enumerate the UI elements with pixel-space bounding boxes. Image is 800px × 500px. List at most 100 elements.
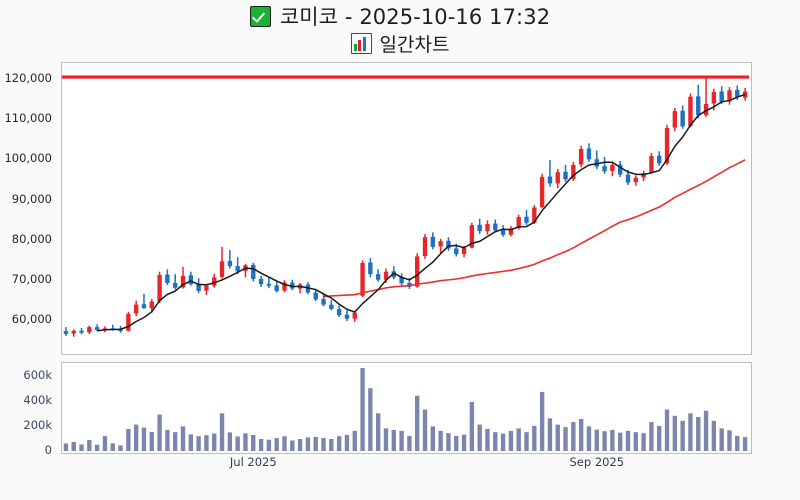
candle-body	[610, 164, 615, 171]
volume-bar	[391, 429, 396, 451]
volume-bar	[477, 424, 482, 451]
candle-body	[204, 285, 209, 291]
x-axis-tick: Sep 2025	[569, 455, 625, 469]
candle-body	[703, 103, 709, 116]
volume-bar	[485, 428, 490, 451]
volume-bar	[563, 427, 568, 451]
volume-bar	[415, 395, 420, 451]
volume-bar	[196, 436, 201, 451]
volume-bar	[703, 410, 709, 451]
chart-subtitle: 일간차트	[379, 33, 450, 56]
ma-long-line	[323, 159, 746, 298]
candle-body	[227, 260, 233, 267]
candle-body	[625, 174, 631, 183]
candle-body	[657, 155, 662, 164]
candle-body	[368, 262, 373, 275]
candle-body	[430, 236, 436, 247]
price-axis-tick: 60,000	[11, 311, 52, 326]
candle-body	[594, 159, 599, 167]
volume-bar	[688, 413, 693, 451]
volume-bar	[461, 434, 467, 451]
volume-bar	[508, 430, 514, 451]
volume-bar	[446, 433, 451, 451]
candle-body	[649, 156, 654, 173]
candle-body	[344, 314, 350, 319]
candle-body	[438, 241, 443, 247]
candle-body	[188, 275, 193, 285]
volume-bar	[313, 436, 318, 451]
volume-bar	[204, 435, 209, 451]
volume-bar	[602, 431, 607, 451]
volume-bar	[649, 422, 654, 451]
candle-body	[727, 90, 732, 102]
volume-bar	[118, 445, 123, 451]
volume-bar	[282, 436, 287, 451]
subtitle-row: 일간차트	[0, 31, 800, 56]
volume-bar	[180, 426, 186, 451]
candle-body	[571, 164, 576, 179]
candle-body	[79, 330, 84, 333]
candle-body	[274, 285, 279, 291]
volume-bar	[454, 435, 459, 451]
candle-body	[555, 172, 560, 184]
candle-body	[352, 312, 357, 319]
volume-bar	[251, 435, 256, 451]
candle-body	[313, 292, 318, 300]
candle-body	[266, 283, 272, 286]
volume-bar	[657, 425, 662, 451]
volume-bar	[696, 417, 701, 451]
volume-bar	[344, 434, 350, 451]
volume-bar	[329, 439, 334, 451]
volume-bar	[360, 368, 365, 451]
volume-bar	[133, 424, 139, 451]
ma-short-line	[97, 93, 746, 332]
candle-body	[469, 225, 475, 248]
candle-body	[173, 282, 178, 288]
candle-body	[94, 327, 100, 330]
volume-bar	[227, 432, 233, 451]
volume-axis-tick: 200k	[23, 417, 52, 432]
volume-bar	[618, 432, 623, 451]
candle-body	[71, 330, 76, 334]
candle-body	[258, 278, 264, 285]
candle-body	[586, 148, 592, 160]
volume-bar	[571, 422, 576, 451]
volume-bar	[407, 435, 412, 451]
volume-bar	[524, 432, 529, 451]
volume-bar	[63, 443, 69, 451]
volume-bar	[610, 429, 615, 451]
candle-body	[360, 262, 365, 296]
volume-bar	[219, 413, 225, 451]
candle-body	[329, 304, 334, 310]
volume-bar	[375, 413, 381, 451]
volume-bar	[336, 436, 342, 451]
volume-bar	[539, 391, 545, 451]
candle-body	[477, 224, 482, 232]
volume-bar	[87, 439, 92, 451]
volume-bar	[212, 433, 217, 451]
volume-bar	[430, 426, 436, 451]
volume-bar	[149, 431, 154, 451]
candle-body	[282, 282, 287, 291]
volume-bar	[258, 438, 264, 451]
volume-bar	[297, 438, 303, 451]
volume-bar	[516, 428, 521, 451]
candle-body	[532, 207, 537, 223]
x-axis-tick: Jul 2025	[229, 455, 277, 469]
candle-body	[165, 274, 170, 283]
volume-bar	[735, 435, 740, 451]
volume-chart-panel[interactable]	[61, 362, 752, 454]
green-check-icon	[249, 5, 271, 27]
candle-body	[87, 327, 92, 333]
volume-bar	[532, 425, 537, 451]
volume-bar	[399, 430, 404, 451]
price-axis-tick: 110,000	[4, 111, 52, 126]
volume-bar	[173, 432, 178, 451]
candle-body	[133, 304, 139, 314]
price-chart-panel[interactable]	[61, 62, 752, 355]
price-axis-tick: 120,000	[4, 71, 52, 86]
volume-bar	[711, 420, 717, 451]
volume-bar	[235, 436, 240, 451]
volume-bar	[500, 433, 506, 451]
